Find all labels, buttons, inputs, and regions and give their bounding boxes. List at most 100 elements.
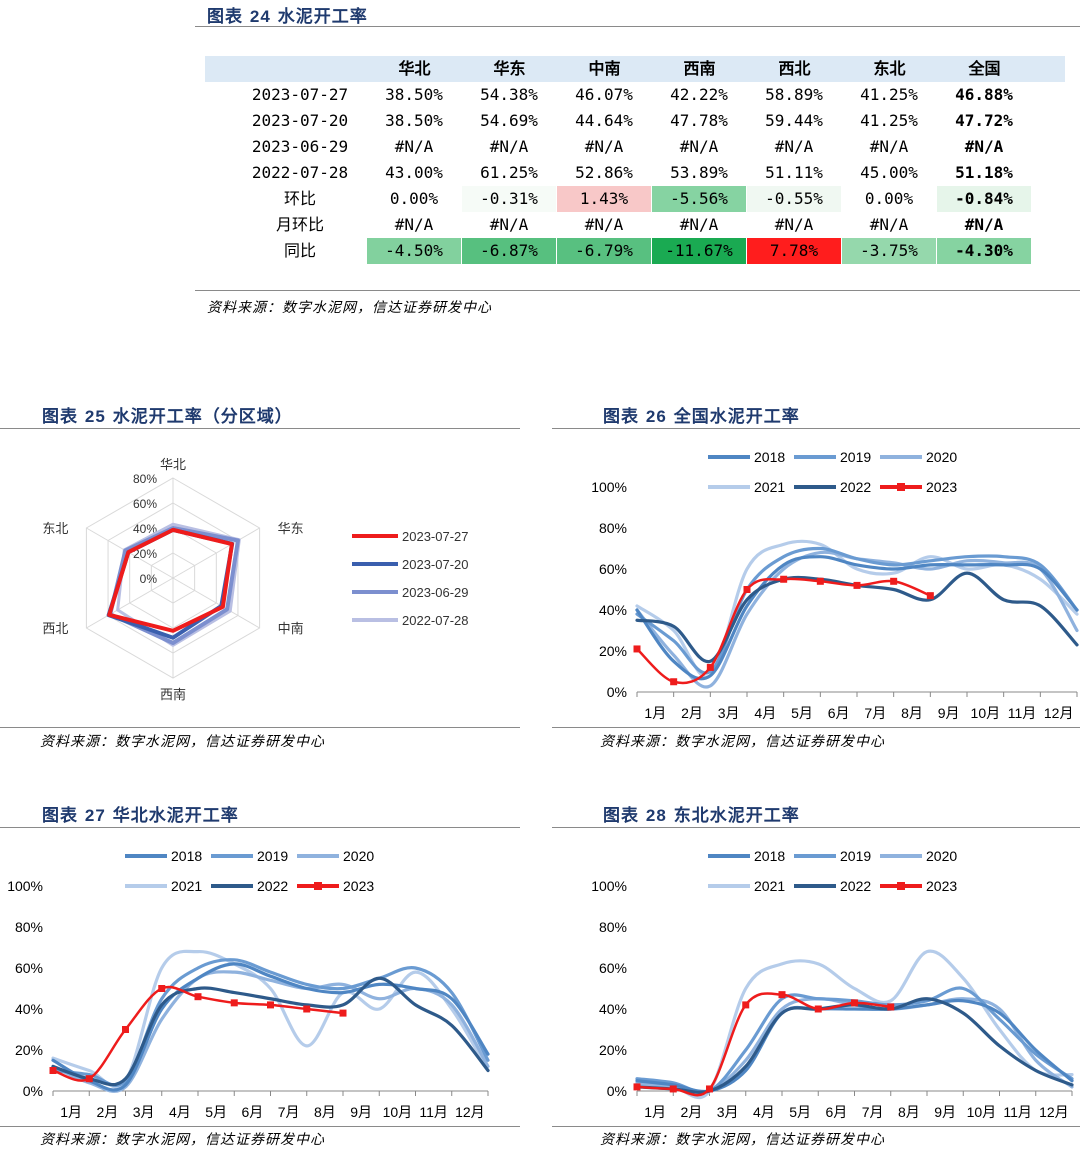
series-marker-2023: [853, 581, 861, 589]
legend-label: 2018: [171, 848, 202, 864]
x-tick-label: 8月: [314, 1104, 336, 1120]
table-column-header: 华东: [493, 59, 526, 78]
series-marker-2023: [670, 678, 678, 686]
x-tick-label: 5月: [205, 1104, 227, 1120]
table-cell: #N/A: [489, 137, 529, 156]
legend-label: 2023-07-20: [402, 557, 469, 572]
series-marker-2023: [158, 985, 166, 992]
fig27-source: 资料来源：数字水泥网，信达证券研发中心: [40, 1132, 325, 1148]
series-marker-2023: [743, 586, 751, 593]
fig25-title-rule: [0, 428, 520, 429]
fig24-source: 资料来源：数字水泥网，信达证券研发中心: [207, 300, 492, 316]
table-cell: -0.31%: [462, 186, 556, 212]
table-cell: -5.56%: [652, 186, 746, 212]
fig24-bottom-rule: [195, 290, 1080, 291]
series-marker-2023: [85, 1075, 93, 1083]
table-cell: #N/A: [964, 215, 1004, 234]
fig28-bottom-rule: [552, 1126, 1080, 1127]
fig27-title-number: 27: [84, 806, 106, 825]
y-tick-label: 80%: [599, 919, 627, 935]
fig26-title-text: 全国水泥开工率: [673, 407, 800, 427]
radar-tick-label: 80%: [133, 472, 157, 486]
table-cell: -4.50%: [367, 238, 461, 264]
series-marker-2023: [230, 999, 238, 1007]
table-cell: 42.22%: [670, 85, 728, 104]
x-tick-label: 9月: [350, 1104, 372, 1120]
series-marker-2023: [633, 1083, 641, 1091]
table-row: 2023-07-27 38.50% 54.38% 46.07% 42.22% 58.89%…: [205, 82, 1065, 108]
fig27-title: 图表 27 华北水泥开工率: [42, 801, 239, 826]
table-cell: 7.78%: [747, 238, 841, 264]
x-tick-label: 2月: [680, 1104, 702, 1120]
table-cell: #N/A: [869, 215, 909, 234]
table-cell: 46.88%: [955, 85, 1013, 104]
x-tick-label: 4月: [754, 705, 776, 721]
y-tick-label: 20%: [599, 643, 627, 659]
table-row-label: 2023-07-27: [251, 85, 349, 104]
legend-marker: [897, 483, 905, 491]
radar-series-2023-06-29: [108, 526, 240, 645]
table-cell: -4.30%: [937, 238, 1031, 264]
series-marker-2023: [926, 592, 934, 600]
fig28-title-number: 28: [645, 806, 667, 825]
legend-label: 2020: [926, 449, 957, 465]
table-cell: 45.00%: [860, 163, 918, 182]
legend-label: 2020: [343, 848, 374, 864]
fig24-title-number: 24: [249, 7, 271, 26]
series-marker-2023: [780, 575, 788, 583]
fig28-line-chart: 0% 20% 40% 60% 80% 100% 1月 2月 3月 4月 5月 6月 7月 8月 9月 10月 1…: [591, 848, 1074, 1120]
x-tick-label: 5月: [791, 705, 813, 721]
table-cell: #N/A: [394, 137, 434, 156]
x-tick-label: 12月: [1044, 705, 1074, 721]
table-cell: #N/A: [679, 137, 719, 156]
table-cell: -0.84%: [937, 186, 1031, 212]
x-tick-label: 7月: [864, 705, 886, 721]
table-row-label: 2023-07-20: [251, 111, 349, 130]
x-tick-label: 9月: [934, 1104, 956, 1120]
radar-tick-label: 40%: [133, 522, 157, 536]
x-tick-label: 9月: [938, 705, 960, 721]
legend-label: 2023: [926, 479, 957, 495]
x-tick-label: 10月: [967, 1104, 997, 1120]
table-cell: 51.11%: [765, 163, 823, 182]
radar-axis-label: 西北: [42, 621, 68, 636]
table-cell: -0.55%: [747, 186, 841, 212]
table-cell: #N/A: [964, 137, 1004, 156]
y-tick-label: 40%: [599, 602, 627, 618]
series-marker-2023: [339, 1009, 347, 1017]
series-marker-2023: [778, 991, 786, 999]
table-column-header: 西南: [683, 59, 716, 78]
series-marker-2023: [194, 993, 202, 1001]
series-line-2023: [635, 992, 892, 1097]
series-line-2019: [51, 958, 490, 1087]
fig24-table: 华北 华东 中南 西南 西北 东北 全国 2023-07-27 38.50% 54.38% 46.0…: [205, 56, 1065, 264]
legend-label: 2018: [754, 848, 785, 864]
table-row-label: 环比: [283, 189, 316, 208]
series-marker-2023: [267, 1001, 274, 1009]
table-column-header: 中南: [588, 59, 621, 78]
x-tick-label: 11月: [1008, 705, 1037, 721]
table-cell: 51.18%: [955, 163, 1013, 182]
series-line-2018: [635, 998, 1074, 1094]
fig25-title-prefix: 图表: [42, 407, 78, 427]
fig26-title-prefix: 图表: [603, 407, 639, 427]
table-column-header: 东北: [873, 59, 906, 78]
series-marker-2023: [122, 1026, 129, 1033]
table-cell: -11.67%: [652, 238, 746, 264]
table-cell: #N/A: [774, 215, 814, 234]
series-line-2022: [51, 976, 490, 1087]
table-cell: 54.69%: [480, 111, 538, 130]
legend-marker: [314, 882, 322, 890]
legend-label: 2019: [840, 449, 871, 465]
table-cell: 54.38%: [480, 85, 538, 104]
y-tick-label: 20%: [599, 1042, 627, 1058]
table-cell: -6.79%: [557, 238, 651, 264]
series-line-2020: [635, 550, 1079, 689]
series-line-2023: [51, 985, 345, 1082]
radar-axis-label: 西南: [160, 687, 186, 702]
fig25-bottom-rule: [0, 727, 520, 728]
y-tick-label: 60%: [599, 960, 627, 976]
fig26-title-number: 26: [645, 407, 667, 426]
fig27-line-chart: 0% 20% 40% 60% 80% 100% 1月 2月 3月 4月 5月 6月 7月 8月 9月 10月 1…: [7, 848, 490, 1120]
